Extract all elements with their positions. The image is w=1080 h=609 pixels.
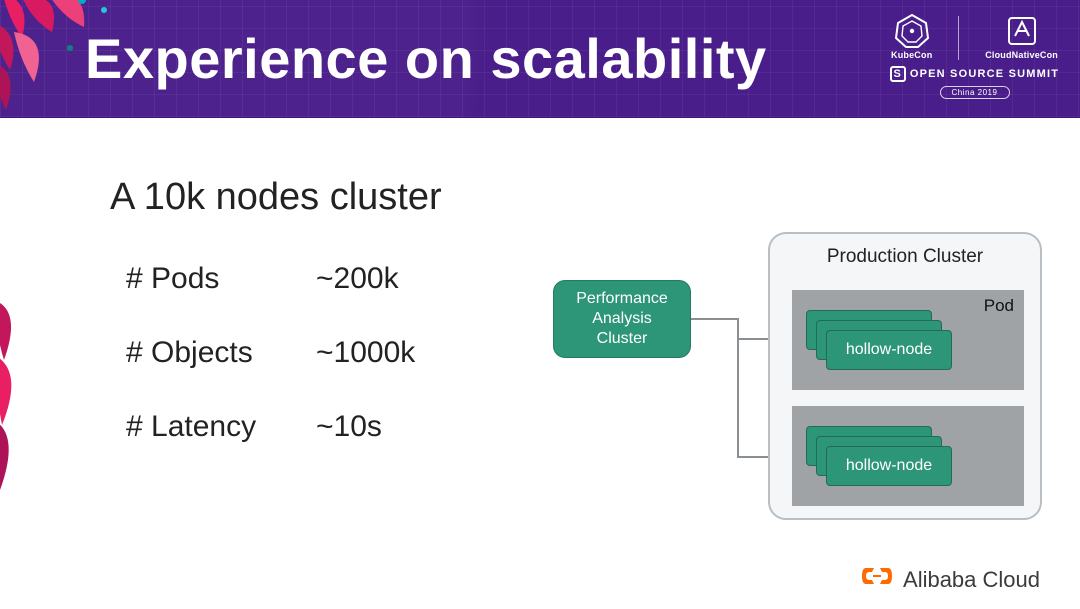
production-cluster-box: Production Cluster Pod hollow-node hollo…: [768, 232, 1042, 520]
alibaba-cloud-icon: [861, 564, 893, 595]
header: Experience on scalability KubeCon CloudN…: [0, 0, 1080, 118]
metric-row-pods: # Pods ~200k: [126, 262, 415, 296]
footer-brand: Alibaba Cloud: [861, 564, 1040, 595]
logos-top-row: KubeCon CloudNativeCon: [887, 14, 1062, 60]
production-cluster-title: Production Cluster: [770, 246, 1040, 268]
metric-label: # Pods: [126, 262, 316, 296]
performance-analysis-cluster-box: Performance Analysis Cluster: [553, 280, 691, 358]
oss-label: OPEN SOURCE SUMMIT: [910, 68, 1059, 80]
slide-title: Experience on scalability: [85, 26, 767, 91]
footer-brand-text: Alibaba Cloud: [903, 567, 1040, 593]
hollow-node-stack: hollow-node: [806, 426, 964, 488]
connector: [691, 318, 739, 320]
logo-divider: [958, 16, 959, 60]
china-2019-badge: China 2019: [940, 86, 1010, 99]
oss-badge-icon: S: [890, 66, 906, 82]
metric-row-latency: # Latency ~10s: [126, 410, 415, 444]
cloudnativecon-logo: CloudNativeCon: [985, 14, 1058, 60]
metric-value: ~10s: [316, 410, 382, 444]
metric-label: # Latency: [126, 410, 316, 444]
open-source-summit: S OPEN SOURCE SUMMIT: [887, 66, 1062, 82]
pod-group: hollow-node: [792, 406, 1024, 506]
metric-value: ~200k: [316, 262, 399, 296]
hollow-node-card: hollow-node: [826, 330, 952, 370]
metric-row-objects: # Objects ~1000k: [126, 336, 415, 370]
cloudnativecon-label: CloudNativeCon: [985, 50, 1058, 60]
slide-root: { "header": { "title": "Experience on sc…: [0, 0, 1080, 609]
kubecon-logo: KubeCon: [891, 14, 932, 60]
kubecon-label: KubeCon: [891, 50, 932, 60]
leaf-decor-side: [0, 300, 28, 520]
hollow-node-card: hollow-node: [826, 446, 952, 486]
architecture-diagram: Performance Analysis Cluster Production …: [548, 232, 1048, 522]
header-logos: KubeCon CloudNativeCon S OPEN SOURCE SUM…: [887, 14, 1062, 99]
kubernetes-icon: [895, 14, 929, 48]
metric-value: ~1000k: [316, 336, 415, 370]
pod-label: Pod: [984, 296, 1014, 316]
metrics-list: # Pods ~200k # Objects ~1000k # Latency …: [126, 262, 415, 484]
pod-group: Pod hollow-node: [792, 290, 1024, 390]
hollow-node-stack: hollow-node: [806, 310, 964, 372]
perf-box-label: Performance Analysis Cluster: [576, 289, 668, 349]
cloudnative-icon: [1005, 14, 1039, 48]
metric-label: # Objects: [126, 336, 316, 370]
subtitle: A 10k nodes cluster: [110, 176, 442, 219]
